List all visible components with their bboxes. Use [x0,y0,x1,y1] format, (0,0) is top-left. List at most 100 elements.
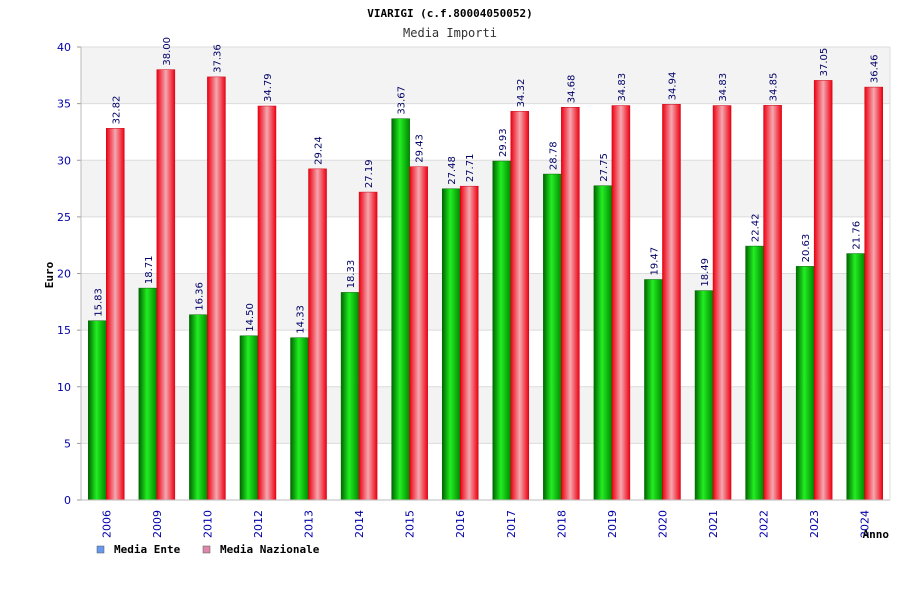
bar-media-nazionale-2022 [763,105,782,501]
bar-media-ente-2016 [441,188,461,501]
data-label-media-ente-2024: 21.76 [852,221,863,250]
bar-media-ente-2019 [593,185,613,501]
y-tick-label: 20 [57,268,71,281]
x-tick-label: 2014 [353,510,366,538]
y-tick-label: 0 [64,494,71,507]
x-tick-label: 2020 [656,510,669,538]
data-label-media-nazionale-2020: 34.94 [667,72,678,101]
data-label-media-nazionale-2022: 34.85 [769,73,780,102]
data-label-media-nazionale-2006: 32.82 [111,96,122,125]
data-label-media-ente-2017: 29.93 [498,128,509,157]
bar-media-ente-2022 [745,245,764,501]
x-tick-label: 2019 [606,510,619,538]
bar-media-nazionale-2006 [106,128,125,501]
bar-media-ente-2020 [644,279,663,501]
y-tick-label: 5 [64,437,71,450]
bar-media-ente-2024 [846,253,865,501]
x-tick-label: 2021 [707,510,720,538]
x-tick-label: 2016 [454,510,467,538]
y-tick-label: 35 [57,98,71,111]
data-label-media-ente-2009: 18.71 [144,255,155,284]
data-labels: 15.83 32.82 18.71 38.00 16.36 37.36 14.50 34.79… [93,37,880,334]
bars [88,69,883,501]
bar-media-nazionale-2010 [207,76,226,501]
data-label-media-ente-2006: 15.83 [93,288,104,317]
legend-label-media-ente: Media Ente [114,543,181,556]
data-label-media-nazionale-2018: 34.68 [566,75,577,104]
bar-media-ente-2013 [290,337,309,501]
bar-media-ente-2017 [492,160,512,501]
bar-media-ente-2018 [543,173,562,501]
data-label-media-nazionale-2012: 34.79 [263,73,274,102]
data-label-media-ente-2010: 16.36 [194,282,205,311]
bar-media-ente-2014 [340,292,360,501]
x-tick-label: 2023 [808,510,821,538]
data-label-media-ente-2015: 33.67 [397,86,408,115]
data-label-media-nazionale-2024: 36.46 [870,54,881,83]
bar-media-nazionale-2017 [510,111,530,501]
bar-media-nazionale-2021 [712,105,732,501]
data-label-media-ente-2012: 14.50 [245,303,256,332]
data-label-media-ente-2013: 14.33 [296,305,307,334]
bar-media-nazionale-2018 [561,106,580,501]
data-label-media-nazionale-2019: 34.83 [617,73,628,102]
bar-media-nazionale-2020 [662,104,681,501]
bar-media-nazionale-2014 [358,191,378,501]
y-axis-label: Euro [43,261,56,288]
bar-media-nazionale-2016 [459,185,479,501]
bar-media-ente-2015 [391,118,410,501]
data-label-media-ente-2022: 22.42 [751,213,762,242]
bar-media-nazionale-2019 [611,105,631,501]
x-tick-label: 2017 [505,510,518,538]
bar-media-nazionale-2012 [257,105,277,501]
data-label-media-ente-2016: 27.48 [447,156,458,185]
legend: Media Ente Media Nazionale [96,543,320,556]
x-tick-label: 2024 [859,510,872,538]
y-tick-label: 10 [57,381,71,394]
bar-media-ente-2023 [795,266,815,501]
x-tick-label: 2015 [404,510,417,538]
data-label-media-nazionale-2013: 29.24 [314,136,325,165]
x-axis-ticks: 2006 2009 2010 2012 2013 2014 2015 2016 2017 2018… [100,510,871,538]
legend-label-media-nazionale: Media Nazionale [220,543,320,556]
y-tick-label: 30 [57,154,71,167]
bar-media-ente-2012 [239,335,259,501]
x-tick-label: 2006 [100,510,113,538]
x-tick-label: 2010 [201,510,214,538]
chart-title: VIARIGI (c.f.80004050052) [367,7,533,20]
y-tick-label: 40 [57,41,71,54]
bar-media-ente-2009 [138,287,158,501]
x-tick-label: 2012 [252,510,265,538]
data-label-media-ente-2019: 27.75 [599,153,610,182]
data-label-media-nazionale-2023: 37.05 [819,48,830,77]
data-label-media-ente-2023: 20.63 [801,234,812,263]
x-tick-label: 2018 [555,510,568,538]
data-label-media-nazionale-2014: 27.19 [364,159,375,188]
bar-media-ente-2021 [694,290,714,501]
data-label-media-nazionale-2009: 38.00 [162,37,173,66]
y-tick-label: 25 [57,211,71,224]
data-label-media-ente-2018: 28.78 [548,141,559,170]
x-tick-label: 2013 [303,510,316,538]
x-tick-label: 2009 [151,510,164,538]
data-label-media-nazionale-2016: 27.71 [465,154,476,183]
bar-media-ente-2010 [189,314,208,501]
bar-media-nazionale-2009 [156,69,176,501]
x-tick-label: 2022 [758,510,771,538]
bar-media-nazionale-2015 [409,166,428,501]
data-label-media-nazionale-2015: 29.43 [415,134,426,163]
legend-swatch-media-ente [96,545,105,554]
data-label-media-nazionale-2021: 34.83 [718,73,729,102]
data-label-media-ente-2014: 18.33 [346,260,357,289]
data-label-media-ente-2021: 18.49 [700,258,711,287]
y-axis-ticks: 0 5 10 15 20 25 30 35 40 [57,41,81,507]
bar-media-nazionale-2024 [864,86,883,501]
chart-subtitle: Media Importi [403,26,497,40]
x-axis-label: Anno [863,528,890,541]
data-label-media-nazionale-2017: 34.32 [516,79,527,108]
data-label-media-nazionale-2010: 37.36 [212,44,223,73]
bar-media-nazionale-2013 [308,168,327,501]
data-label-media-ente-2020: 19.47 [649,247,660,276]
bar-media-ente-2006 [88,320,107,501]
